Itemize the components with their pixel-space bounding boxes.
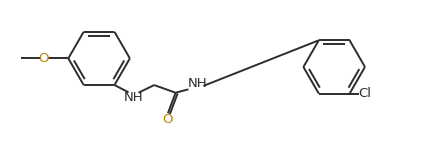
Text: NH: NH (124, 91, 144, 104)
Text: O: O (163, 113, 173, 126)
Text: Cl: Cl (359, 87, 372, 100)
Text: NH: NH (188, 77, 208, 90)
Text: O: O (38, 52, 48, 65)
